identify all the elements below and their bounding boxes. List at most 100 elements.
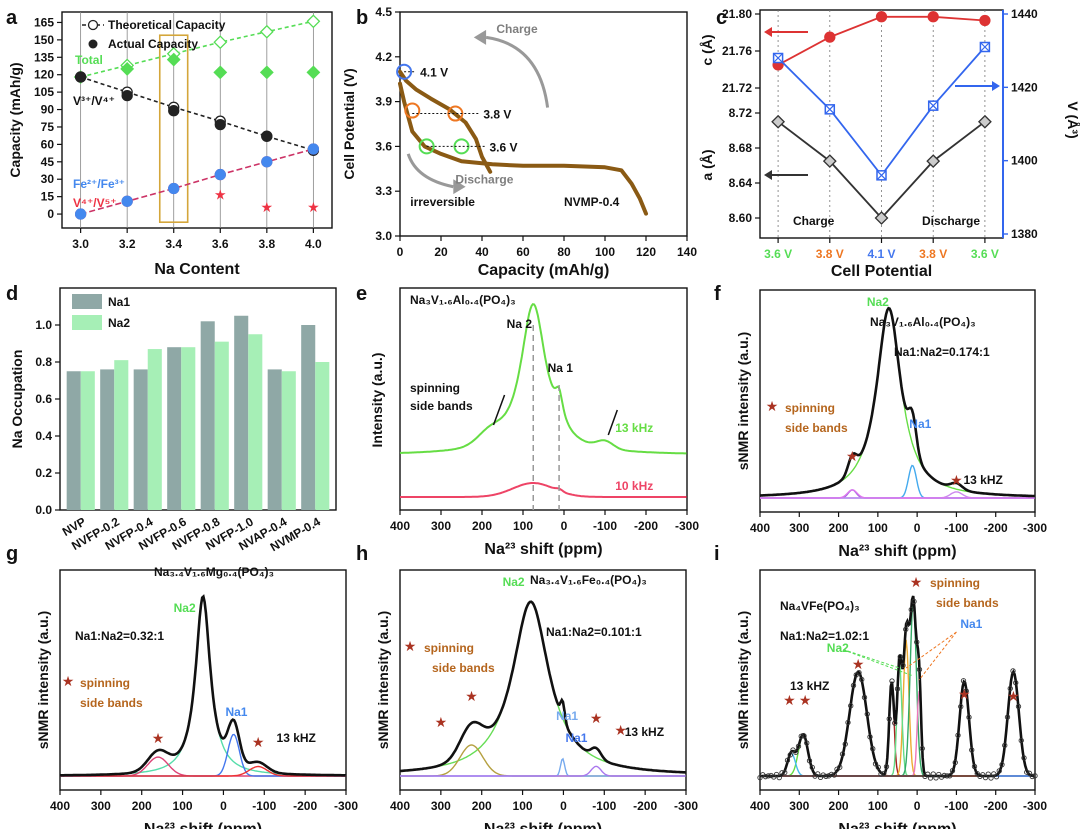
ssb-star-i: ★	[852, 656, 865, 672]
ssb-star-g: ★	[152, 730, 165, 746]
annotation-na1-i: Na1	[960, 617, 982, 631]
y-tick-label-a-lat: 8.64	[729, 176, 753, 190]
bar-Na2	[281, 371, 296, 510]
spectrum-point	[1029, 773, 1035, 780]
spectrum-point	[845, 719, 851, 726]
spectrum-point	[916, 666, 923, 673]
ssb-star-i: ★	[1007, 688, 1020, 704]
x-tick-label-f: -100	[944, 521, 968, 535]
freq-h: 13 kHZ	[625, 725, 664, 739]
annotation-ssb-e-1: spinning	[410, 381, 460, 395]
spectrum-point	[988, 775, 994, 781]
data-point-a	[214, 118, 226, 131]
spectrum-point	[795, 743, 802, 749]
bar-Na2	[214, 341, 229, 510]
spectrum-point	[826, 773, 832, 779]
y-axis-label-d: Na Occupation	[9, 350, 25, 449]
spectrum-point	[757, 774, 763, 781]
spectrum-point	[856, 669, 862, 676]
data-point-a	[306, 14, 321, 29]
freq-g: 13 kHZ	[277, 731, 316, 745]
data-point-a	[214, 168, 226, 181]
spectrum-point	[762, 774, 769, 780]
x-tick-label-e: 300	[431, 519, 451, 533]
plot-frame-e	[399, 287, 688, 511]
x-tick-label-h: -100	[592, 799, 616, 813]
data-point-a	[259, 24, 274, 39]
spectrum-point	[927, 775, 934, 781]
spectrum-point	[1021, 755, 1027, 761]
spectrum-point	[793, 749, 799, 755]
y-tick-label-b: 3.6	[375, 139, 392, 153]
panel-label-d: d	[6, 283, 18, 305]
spectrum-point	[1007, 685, 1013, 692]
x-tick-label-e: 100	[513, 519, 533, 533]
title-g: Na₃.₄V₁.₆Mg₀.₄(PO₄)₃	[154, 565, 274, 579]
spectrum-point	[999, 762, 1005, 768]
x-tick-label-g: -300	[334, 799, 358, 813]
spectrum-point	[903, 626, 909, 633]
spectrum-point	[886, 716, 892, 722]
panel-label-b: b	[356, 7, 368, 29]
y-tick-label-a: 30	[41, 172, 55, 186]
data-point-a	[121, 195, 133, 207]
panel-label-c: c	[716, 7, 727, 29]
annotation-sample: NVMP-0.4	[564, 195, 620, 209]
spectrum-point	[944, 773, 950, 779]
data-point-a: ★	[307, 199, 320, 215]
x-tick-label-f: 200	[829, 521, 849, 535]
spectrum-point	[900, 662, 906, 669]
x-tick-label-b: 140	[677, 245, 697, 259]
y-tick-label-a: 0	[47, 207, 54, 221]
x-tick-label-b: 100	[595, 245, 615, 259]
x-tick-label-i: -200	[984, 799, 1008, 813]
spectrum-point	[947, 773, 953, 779]
x-tick-label-a: 3.2	[119, 237, 136, 251]
x-tick-label-g: 400	[50, 799, 70, 813]
spectrum-point	[982, 774, 989, 781]
spectrum-point	[881, 770, 887, 777]
ssb-star-f: ★	[766, 398, 779, 414]
spectrum-point	[850, 682, 857, 689]
x-tick-label-e: -100	[593, 519, 617, 533]
spectrum-point	[875, 764, 881, 770]
x-tick-label-e: 0	[561, 519, 568, 533]
x-tick-label-e: 200	[472, 519, 492, 533]
x-tick-label-c: 3.8 V	[919, 247, 947, 261]
x-tick-label-f: 300	[789, 521, 809, 535]
y-tick-label-a: 135	[34, 50, 54, 64]
y-axis-label-h: sNMR intensity (a.u.)	[375, 611, 391, 749]
x-tick-label-i: -300	[1023, 799, 1047, 813]
y-tick-label-a: 165	[34, 15, 54, 29]
data-point-a	[121, 89, 133, 102]
data-point-a	[74, 208, 87, 220]
x-tick-label-i: -100	[944, 799, 968, 813]
y-tick-label-d: 0.2	[35, 466, 52, 480]
marker-label: 4.1 V	[420, 66, 448, 80]
spectrum-point	[806, 758, 813, 764]
spectrum-point	[765, 773, 771, 779]
spectrum-point	[980, 772, 986, 778]
ssb-star-f: ★	[846, 448, 859, 464]
x-axis-label-b: Capacity (mAh/g)	[478, 262, 610, 279]
data-point-a	[168, 182, 180, 195]
plot-frame-b	[399, 11, 688, 237]
y-tick-label-a: 75	[41, 120, 55, 134]
data-point-v-cross	[824, 104, 835, 115]
spectrum-point	[974, 771, 980, 777]
spectrum-point	[991, 771, 997, 777]
legend-Na2: Na2	[108, 316, 130, 330]
spectrum-point	[823, 773, 829, 779]
fit-component-0	[399, 601, 686, 774]
x-tick-label-g: 200	[132, 799, 152, 813]
ssb-star-h: ★	[435, 714, 448, 730]
ratio-f: Na1:Na2=0.174:1	[894, 345, 990, 359]
spectrum-point	[952, 759, 958, 766]
bar-Na1	[267, 369, 282, 510]
y-tick-label-b: 4.2	[375, 50, 392, 64]
spectrum-total	[399, 600, 686, 774]
fit-component-3	[60, 765, 346, 777]
x-tick-label-f: 400	[750, 521, 770, 535]
bar-Na1	[234, 315, 249, 510]
